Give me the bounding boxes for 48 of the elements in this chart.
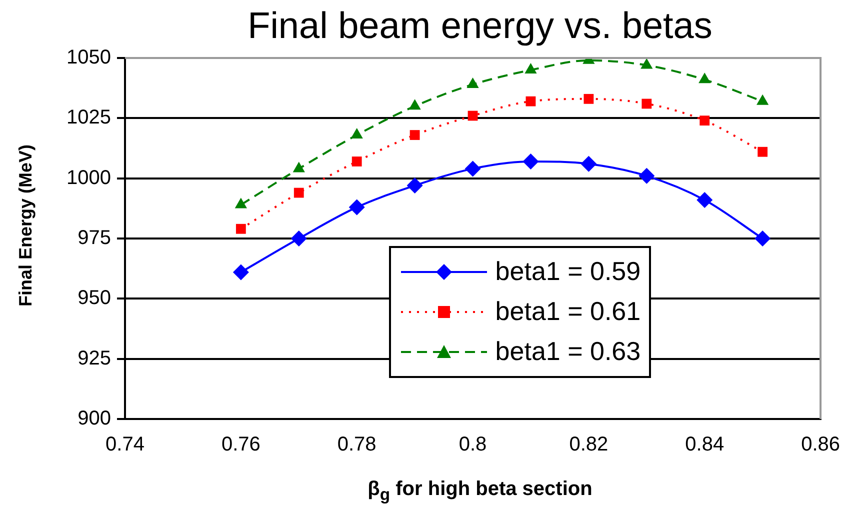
x-tick-label: 0.86 — [801, 434, 840, 456]
point — [232, 264, 249, 280]
y-tick-label: 1025 — [66, 106, 111, 129]
chart-title: Final beam energy vs. betas — [246, 5, 714, 46]
point — [754, 230, 771, 246]
point — [758, 146, 768, 157]
x-tick-label: 0.8 — [458, 434, 487, 456]
point — [580, 156, 597, 172]
point — [348, 199, 365, 216]
y-tick-label: 1000 — [66, 166, 111, 189]
x-tick-label: 0.78 — [337, 434, 376, 456]
point — [698, 72, 711, 84]
legend-label: beta1 = 0.59 — [495, 256, 641, 288]
point — [466, 77, 479, 88]
x-tick-label: 0.82 — [569, 434, 608, 456]
point — [640, 58, 653, 69]
point — [292, 162, 305, 172]
y-tick-label: 925 — [78, 347, 111, 370]
y-tick-label: 900 — [78, 408, 111, 430]
x-tick-label: 0.84 — [685, 434, 724, 456]
x-tick-label: 0.74 — [106, 434, 144, 456]
point — [522, 153, 539, 170]
point — [406, 178, 423, 194]
point — [756, 94, 769, 105]
y-tick-label: 975 — [78, 227, 111, 250]
point — [464, 160, 481, 177]
point — [352, 156, 362, 166]
y-tick-label: 950 — [78, 287, 111, 310]
point — [638, 168, 655, 184]
point — [410, 130, 420, 140]
point — [696, 192, 713, 208]
point — [408, 99, 421, 110]
point — [526, 96, 536, 106]
point — [468, 110, 478, 121]
point — [236, 224, 246, 234]
point — [642, 98, 652, 109]
point — [290, 230, 307, 246]
point — [524, 63, 537, 74]
x-tick-label: 0.76 — [221, 434, 260, 456]
point — [294, 188, 304, 198]
x-axis-title: β$_{g}$ for high beta section — [366, 478, 594, 505]
point — [584, 94, 594, 104]
point — [350, 128, 363, 139]
y-tick-label: 1050 — [66, 46, 111, 69]
point — [700, 116, 710, 126]
legend-label: beta1 = 0.63 — [495, 336, 641, 368]
legend-label: beta1 = 0.61 — [495, 296, 641, 328]
y-axis-title: Final Energy (MeV) — [16, 143, 36, 309]
